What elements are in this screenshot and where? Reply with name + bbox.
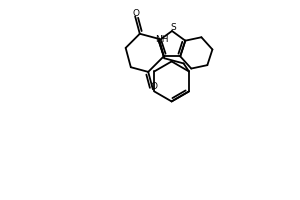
Text: O: O: [133, 9, 140, 18]
Text: S: S: [170, 23, 176, 32]
Text: O: O: [150, 82, 158, 91]
Text: NH: NH: [155, 35, 169, 44]
